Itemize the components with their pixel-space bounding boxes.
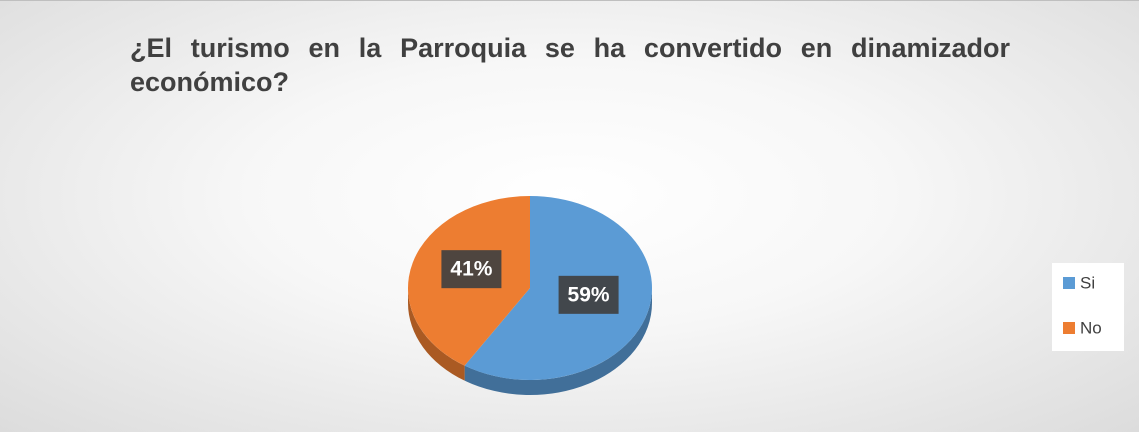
data-label-box	[558, 275, 619, 314]
legend-swatch	[1063, 277, 1075, 289]
pie-side	[408, 288, 465, 381]
data-label: 59%	[568, 283, 610, 306]
data-label: 41%	[450, 258, 492, 281]
data-label-box	[441, 250, 502, 289]
legend-label: Si	[1080, 273, 1095, 292]
pie-slice	[464, 196, 652, 380]
legend: Si No	[1052, 263, 1124, 351]
chart-title: ¿El turismo en la Parroquia se ha conver…	[130, 33, 1010, 97]
pie-side	[464, 288, 652, 395]
legend-label: No	[1080, 318, 1102, 337]
legend-swatch	[1063, 322, 1075, 334]
